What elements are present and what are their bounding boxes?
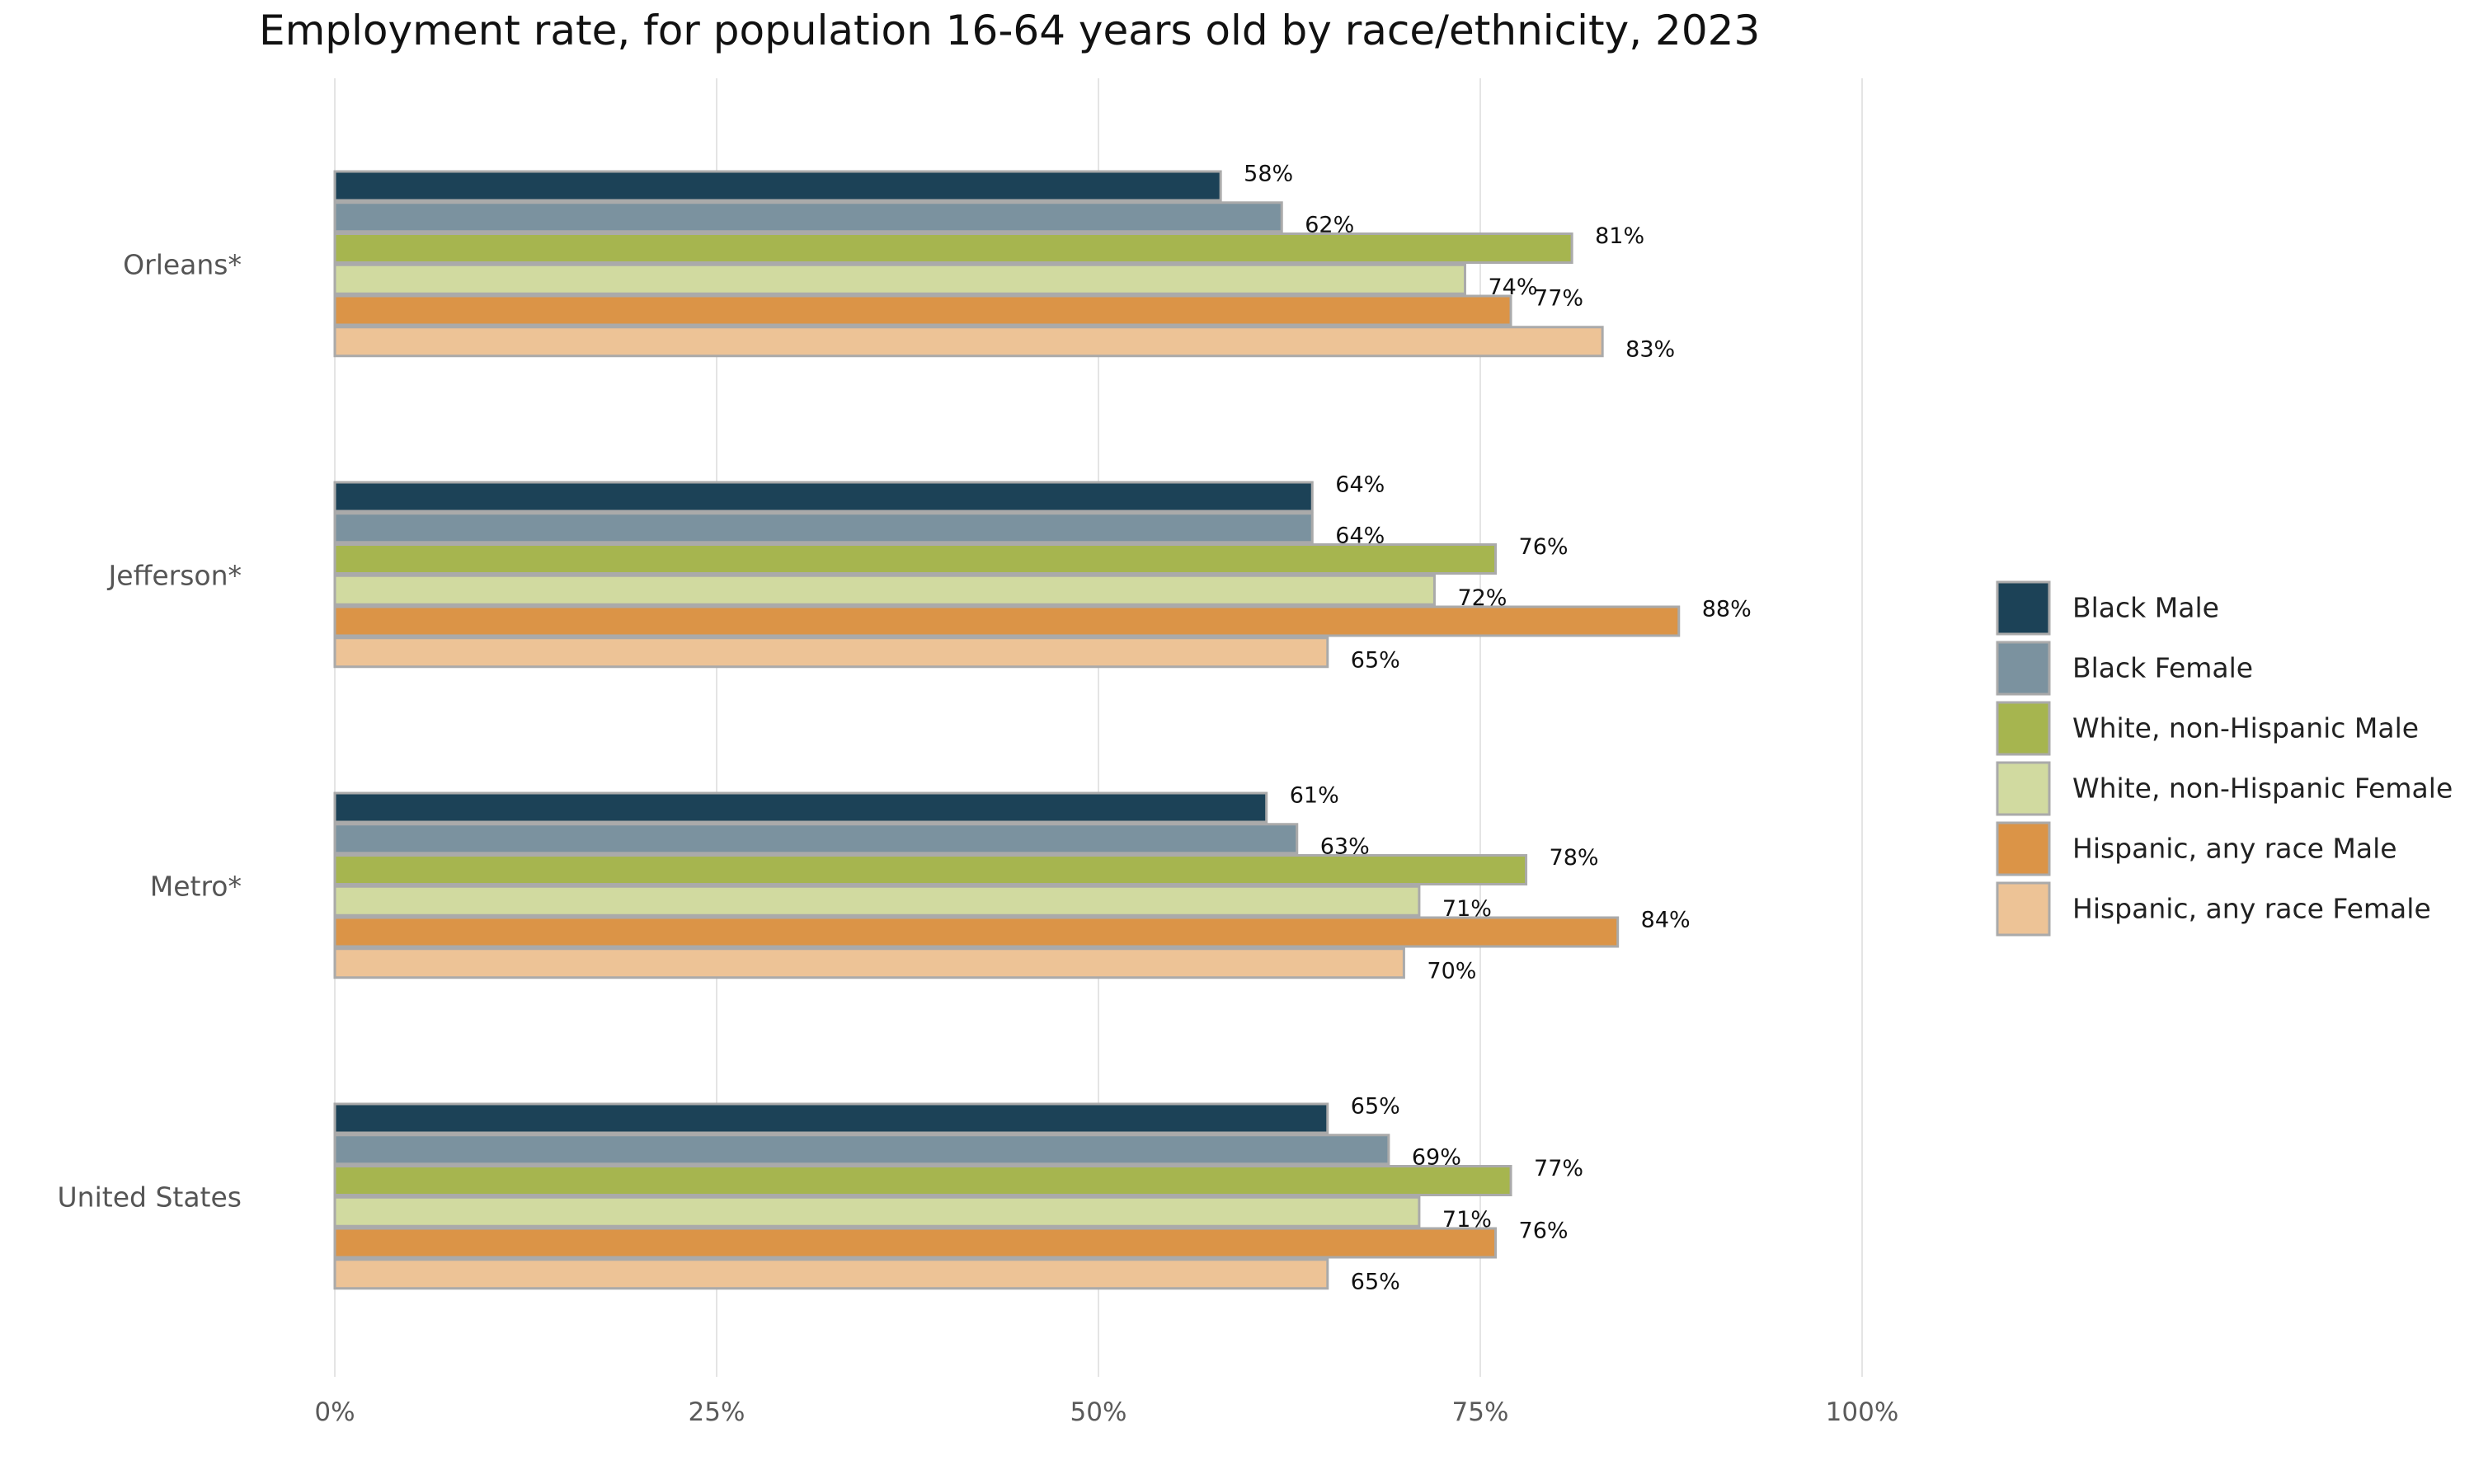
bar [333, 885, 1421, 917]
bar [333, 263, 1466, 295]
category-label: United States [58, 1181, 242, 1213]
legend-label: Hispanic, any race Female [2072, 893, 2431, 925]
axis-labels: 0% 25% 50% 75% 100% Orleans* Jefferson* Metro* U… [58, 248, 1899, 1427]
bar [333, 1134, 1390, 1166]
value-label: 88% [1702, 597, 1752, 622]
bar [333, 481, 1314, 513]
legend-swatch [1996, 821, 2051, 876]
category-label: Orleans* [123, 248, 242, 280]
category-label: Jefferson* [107, 559, 242, 591]
value-label: 61% [1290, 783, 1339, 809]
bar [333, 854, 1528, 885]
legend-swatch [1996, 881, 2051, 937]
bar [333, 232, 1573, 264]
legend-label: White, non-Hispanic Male [2072, 712, 2419, 744]
value-label: 84% [1641, 908, 1691, 933]
value-label: 77% [1534, 286, 1583, 312]
bar [333, 605, 1681, 637]
bar [333, 916, 1620, 948]
x-tick-label: 75% [1452, 1397, 1509, 1427]
legend-label: White, non-Hispanic Female [2072, 773, 2453, 805]
bar [333, 543, 1498, 575]
bar [333, 636, 1329, 669]
legend-label: Black Male [2072, 592, 2219, 624]
value-label: 63% [1320, 834, 1370, 859]
value-label: 81% [1595, 223, 1644, 249]
legend-swatch [1996, 701, 2051, 756]
legend-swatch [1996, 641, 2051, 696]
value-label: 65% [1351, 1094, 1400, 1120]
legend-label: Hispanic, any race Male [2072, 833, 2397, 865]
value-label: 70% [1427, 958, 1476, 984]
value-label: 65% [1351, 1269, 1400, 1294]
bars [333, 170, 1681, 1290]
value-label: 58% [1244, 162, 1293, 187]
value-label: 83% [1625, 336, 1675, 362]
value-label: 64% [1335, 523, 1385, 548]
category-label: Metro* [150, 870, 242, 902]
x-tick-label: 50% [1070, 1397, 1127, 1427]
value-label: 71% [1442, 896, 1492, 922]
bar [333, 947, 1405, 979]
x-tick-label: 100% [1826, 1397, 1899, 1427]
value-label: 78% [1550, 845, 1599, 871]
bar [333, 823, 1299, 855]
value-label: 76% [1519, 1219, 1569, 1244]
legend-swatch [1996, 761, 2051, 816]
bar [333, 326, 1604, 358]
value-label: 76% [1519, 534, 1569, 560]
legend-label: Black Female [2072, 652, 2253, 684]
value-label: 64% [1335, 472, 1385, 498]
bar [333, 294, 1512, 326]
bar [333, 1195, 1421, 1228]
bar [333, 1258, 1329, 1290]
bar [333, 791, 1268, 824]
value-label: 69% [1412, 1144, 1461, 1170]
value-label: 77% [1534, 1156, 1583, 1181]
value-label: 71% [1442, 1207, 1492, 1233]
x-tick-label: 25% [689, 1397, 745, 1427]
value-label: 62% [1305, 212, 1354, 237]
bar [333, 574, 1436, 606]
chart-title: Employment rate, for population 16-64 ye… [259, 7, 1761, 54]
bar [333, 1102, 1329, 1134]
value-labels: 58%62% 81%74%77%83%64%64% 76%72% 88%65%61%6… [1244, 162, 1752, 1295]
x-tick-label: 0% [314, 1397, 355, 1427]
bar [333, 1227, 1498, 1259]
value-label: 65% [1351, 647, 1400, 673]
bar [333, 512, 1314, 544]
value-label: 72% [1457, 585, 1507, 611]
bar [333, 201, 1283, 233]
bar [333, 1165, 1512, 1196]
legend-swatch [1996, 580, 2051, 636]
bar [333, 170, 1222, 202]
value-label: 74% [1488, 275, 1537, 300]
legend: Black Male Black Female White, non-Hispani… [1996, 580, 2453, 937]
